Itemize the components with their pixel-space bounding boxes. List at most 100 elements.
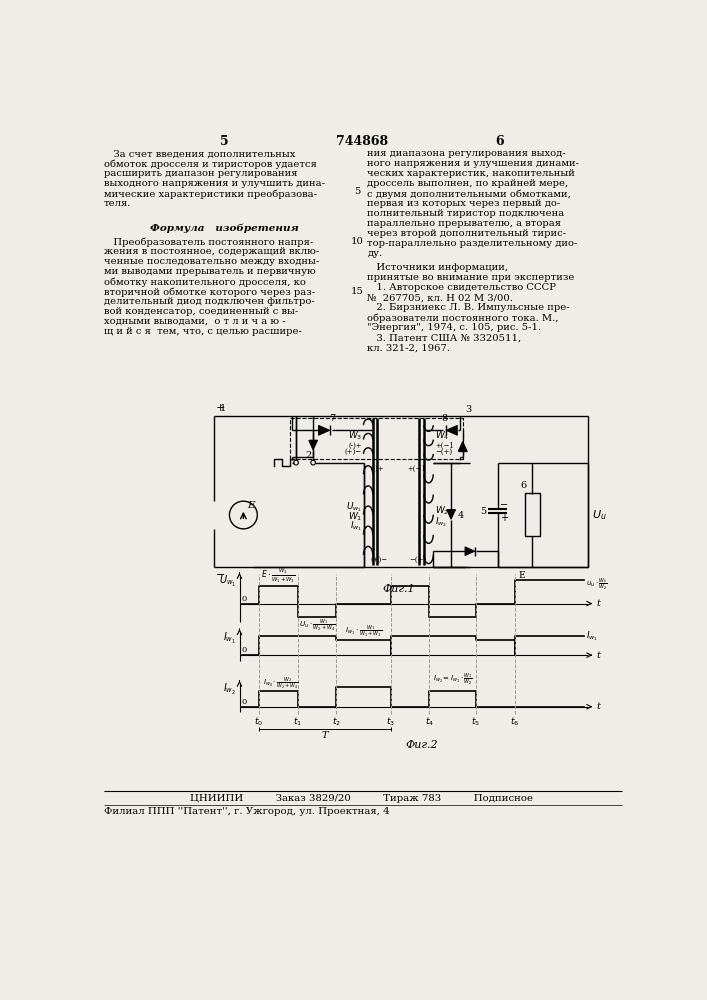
Text: $I_{w_2}$: $I_{w_2}$ (223, 682, 236, 697)
Text: $I_{w_2}$: $I_{w_2}$ (435, 516, 447, 529)
Text: ческих характеристик, накопительный: ческих характеристик, накопительный (368, 169, 575, 178)
Text: №  267705, кл. Н 02 М 3/00.: № 267705, кл. Н 02 М 3/00. (368, 293, 513, 302)
Text: жения в постоянное, содержащий вклю-: жения в постоянное, содержащий вклю- (104, 247, 319, 256)
Text: $U_u \cdot \frac{W_1}{W_2+W_4}$: $U_u \cdot \frac{W_1}{W_2+W_4}$ (298, 617, 335, 633)
Text: дроссель выполнен, по крайней мере,: дроссель выполнен, по крайней мере, (368, 179, 568, 188)
Text: первая из которых через первый до-: первая из которых через первый до- (368, 199, 561, 208)
Text: $W_1$: $W_1$ (348, 510, 362, 523)
Text: $W_4$: $W_4$ (435, 429, 450, 442)
Text: 10: 10 (351, 237, 363, 246)
Text: $t_5$: $t_5$ (472, 716, 480, 728)
Text: $t_3$: $t_3$ (386, 716, 395, 728)
Text: +(−1: +(−1 (435, 442, 454, 450)
Text: $I_{w_1}$: $I_{w_1}$ (223, 631, 236, 646)
Text: 2. Бирзниекс Л. В. Импульсные пре-: 2. Бирзниекс Л. В. Импульсные пре- (368, 303, 570, 312)
Text: тор-параллельно разделительному дио-: тор-параллельно разделительному дио- (368, 239, 578, 248)
Text: E: E (247, 501, 255, 510)
Polygon shape (319, 425, 329, 435)
Text: 2: 2 (305, 451, 312, 460)
Text: "Энергия", 1974, с. 105, рис. 5-1.: "Энергия", 1974, с. 105, рис. 5-1. (368, 323, 542, 332)
Polygon shape (446, 425, 457, 435)
Text: ми выводами прерыватель и первичную: ми выводами прерыватель и первичную (104, 267, 315, 276)
Text: теля.: теля. (104, 199, 132, 208)
Text: $t_0$: $t_0$ (255, 716, 264, 728)
Text: Преобразователь постоянного напря-: Преобразователь постоянного напря- (104, 237, 313, 247)
Polygon shape (447, 510, 455, 519)
Text: Филиал ППП ''Патент'', г. Ужгород, ул. Проектная, 4: Филиал ППП ''Патент'', г. Ужгород, ул. П… (104, 807, 390, 816)
Text: вторичной обмотке которого через раз-: вторичной обмотке которого через раз- (104, 287, 315, 297)
Text: 6: 6 (520, 481, 526, 490)
Polygon shape (458, 441, 467, 451)
Text: (-)+: (-)+ (370, 465, 384, 473)
Text: 0: 0 (241, 646, 246, 654)
Text: $t_4$: $t_4$ (425, 716, 434, 728)
Text: +: + (500, 513, 508, 523)
Text: 8: 8 (441, 414, 448, 423)
Text: +: + (216, 403, 226, 413)
Text: ЦНИИПИ          Заказ 3829/20          Тираж 783          Подписное: ЦНИИПИ Заказ 3829/20 Тираж 783 Подписное (190, 794, 534, 803)
Text: мические характеристики преобразова-: мические характеристики преобразова- (104, 189, 317, 199)
Text: через второй дополнительный тирис-: через второй дополнительный тирис- (368, 229, 566, 238)
Text: $I_{w_1} \cdot \frac{W_1}{W_1+W_3}$: $I_{w_1} \cdot \frac{W_1}{W_1+W_3}$ (345, 623, 382, 639)
Text: $I_{w_0} \cdot \frac{W_2}{W_2+W_4}$: $I_{w_0} \cdot \frac{W_2}{W_2+W_4}$ (263, 675, 298, 691)
Text: $U_{w_1}$: $U_{w_1}$ (219, 574, 236, 589)
Text: (-)+: (-)+ (349, 442, 362, 450)
Text: $U_{w_1}$: $U_{w_1}$ (346, 501, 362, 514)
Text: Фиг.2: Фиг.2 (405, 740, 438, 750)
Text: 5: 5 (480, 507, 486, 516)
Text: −: − (500, 500, 508, 510)
Text: 0: 0 (241, 595, 246, 603)
Text: $u_u \cdot \frac{W_k}{W_2}$: $u_u \cdot \frac{W_k}{W_2}$ (586, 576, 608, 592)
Text: $t_2$: $t_2$ (332, 716, 341, 728)
Text: −: − (216, 570, 226, 580)
Text: За счет введения дополнительных: За счет введения дополнительных (104, 149, 296, 158)
Text: 0: 0 (241, 698, 246, 706)
Text: с двумя дополнительными обмотками,: с двумя дополнительными обмотками, (368, 189, 571, 199)
Text: +(−1: +(−1 (407, 465, 426, 473)
Text: параллельно прерывателю, а вторая: параллельно прерывателю, а вторая (368, 219, 561, 228)
Polygon shape (309, 440, 317, 450)
Text: (+)−: (+)− (345, 448, 362, 456)
Text: −(+): −(+) (409, 556, 426, 564)
Text: полнительный тиристор подключена: полнительный тиристор подключена (368, 209, 565, 218)
Text: 744868: 744868 (336, 135, 388, 148)
Text: Источники информации,: Источники информации, (368, 263, 508, 272)
Text: $U_{u}$: $U_{u}$ (592, 508, 607, 522)
Text: 6: 6 (495, 135, 503, 148)
Text: t: t (597, 702, 601, 711)
Text: E: E (518, 571, 525, 580)
Text: обмоток дросселя и тиристоров удается: обмоток дросселя и тиристоров удается (104, 159, 317, 169)
Text: выходного напряжения и улучшить дина-: выходного напряжения и улучшить дина- (104, 179, 325, 188)
Text: вой конденсатор, соединенный с вы-: вой конденсатор, соединенный с вы- (104, 307, 298, 316)
Text: ду.: ду. (368, 249, 382, 258)
Text: ходными выводами,  о т л и ч а ю -: ходными выводами, о т л и ч а ю - (104, 317, 286, 326)
Text: расширить диапазон регулирования: расширить диапазон регулирования (104, 169, 298, 178)
Text: Формула   изобретения: Формула изобретения (151, 223, 299, 233)
Bar (525, 493, 540, 536)
Polygon shape (465, 547, 475, 556)
Text: $t_6$: $t_6$ (510, 716, 519, 728)
Text: t: t (597, 651, 601, 660)
Text: ченные последовательно между входны-: ченные последовательно между входны- (104, 257, 319, 266)
Text: −(+): −(+) (435, 448, 452, 456)
Text: обмотку накопительного дросселя, ко: обмотку накопительного дросселя, ко (104, 277, 305, 287)
Text: принятые во внимание при экспертизе: принятые во внимание при экспертизе (368, 273, 575, 282)
Text: образователи постоянного тока. М.,: образователи постоянного тока. М., (368, 313, 559, 323)
Text: $I_{w_1}$: $I_{w_1}$ (586, 629, 598, 643)
Text: $W_3$: $W_3$ (348, 429, 362, 442)
Text: 1: 1 (220, 404, 226, 413)
Text: $I_{w_2} = I_{w_1} \cdot \frac{W_1}{W_2}$: $I_{w_2} = I_{w_1} \cdot \frac{W_1}{W_2}… (433, 671, 473, 687)
Text: 15: 15 (351, 287, 363, 296)
Text: $I_{w_1}$: $I_{w_1}$ (350, 520, 362, 533)
Text: 7: 7 (329, 414, 335, 423)
Text: 3: 3 (465, 405, 472, 414)
Text: t: t (597, 599, 601, 608)
Text: (+)−: (+)− (370, 556, 387, 564)
Text: T: T (322, 731, 328, 740)
Text: кл. 321-2, 1967.: кл. 321-2, 1967. (368, 343, 450, 352)
Text: 5: 5 (354, 187, 361, 196)
Text: 1. Авторское свидетельство СССР: 1. Авторское свидетельство СССР (368, 283, 556, 292)
Text: $W_2$: $W_2$ (435, 505, 449, 517)
Text: $E \cdot \frac{W_1}{W_1+W_3}$: $E \cdot \frac{W_1}{W_1+W_3}$ (261, 567, 296, 585)
Text: 5: 5 (221, 135, 229, 148)
